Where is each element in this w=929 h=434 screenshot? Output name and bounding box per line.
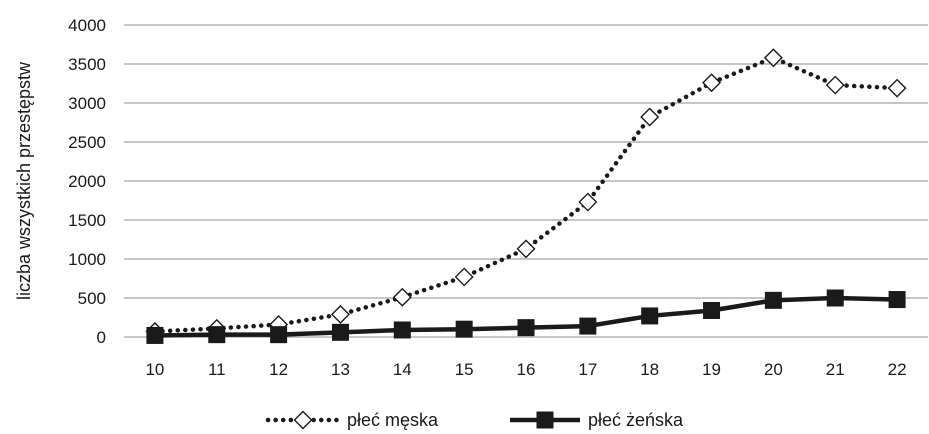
series-2 [146, 289, 906, 344]
data-point-marker [825, 75, 845, 95]
data-point-marker [146, 326, 164, 344]
y-tick-label: 0 [97, 328, 106, 347]
y-tick-label: 2000 [68, 172, 106, 191]
x-tick-label: 19 [702, 360, 721, 379]
data-point-marker [887, 78, 907, 98]
data-point-marker [888, 291, 906, 309]
x-tick-label: 17 [578, 360, 597, 379]
y-tick-label: 2500 [68, 133, 106, 152]
series-line [152, 55, 900, 334]
data-point-marker [516, 239, 536, 259]
y-tick-label: 3500 [68, 55, 106, 74]
data-point-marker [517, 319, 535, 337]
x-tick-label: 18 [640, 360, 659, 379]
data-point-marker [702, 73, 722, 93]
data-point-marker [763, 48, 783, 68]
data-point-marker [454, 267, 474, 287]
x-tick-label: 14 [393, 360, 412, 379]
x-tick-label: 21 [826, 360, 845, 379]
data-point-marker [270, 326, 288, 344]
x-tick-label: 15 [455, 360, 474, 379]
y-tick-label: 500 [78, 289, 106, 308]
data-point-marker [641, 307, 659, 325]
legend-marker [536, 411, 554, 429]
legend-label: płeć męska [347, 410, 439, 430]
data-point-marker [640, 107, 660, 127]
data-point-marker [455, 320, 473, 338]
x-axis-ticks: 10 11 12 13 14 15 16 17 18 19 20 21 22 [145, 360, 906, 379]
y-tick-label: 1000 [68, 250, 106, 269]
data-point-marker [578, 192, 598, 212]
x-tick-label: 11 [208, 360, 226, 379]
legend: płeć męska płeć żeńska [265, 410, 684, 430]
x-tick-label: 10 [145, 360, 164, 379]
series-layer [145, 48, 907, 344]
data-point-marker [393, 321, 411, 339]
x-tick-label: 16 [517, 360, 536, 379]
series-1 [145, 48, 907, 342]
x-tick-label: 22 [888, 360, 907, 379]
legend-label: płeć żeńska [588, 410, 684, 430]
data-point-marker [330, 304, 350, 324]
data-point-marker [208, 326, 226, 344]
legend-marker [293, 410, 313, 430]
data-point-marker [392, 287, 412, 307]
legend-item: płeć męska [265, 410, 439, 430]
y-tick-label: 4000 [68, 16, 106, 35]
x-tick-label: 12 [269, 360, 288, 379]
legend-item: płeć żeńska [510, 410, 684, 430]
y-tick-label: 1500 [68, 211, 106, 230]
y-axis-ticks: 0 500 1000 1500 2000 2500 3000 3500 4000 [68, 16, 106, 347]
x-tick-label: 20 [764, 360, 783, 379]
data-point-marker [764, 291, 782, 309]
x-tick-label: 13 [331, 360, 350, 379]
data-point-marker [331, 323, 349, 341]
gridlines [124, 24, 928, 338]
data-point-marker [579, 317, 597, 335]
data-point-marker [703, 301, 721, 319]
y-tick-label: 3000 [68, 94, 106, 113]
y-axis-title: liczba wszystkich przestępstw [14, 61, 34, 300]
data-point-marker [826, 289, 844, 307]
